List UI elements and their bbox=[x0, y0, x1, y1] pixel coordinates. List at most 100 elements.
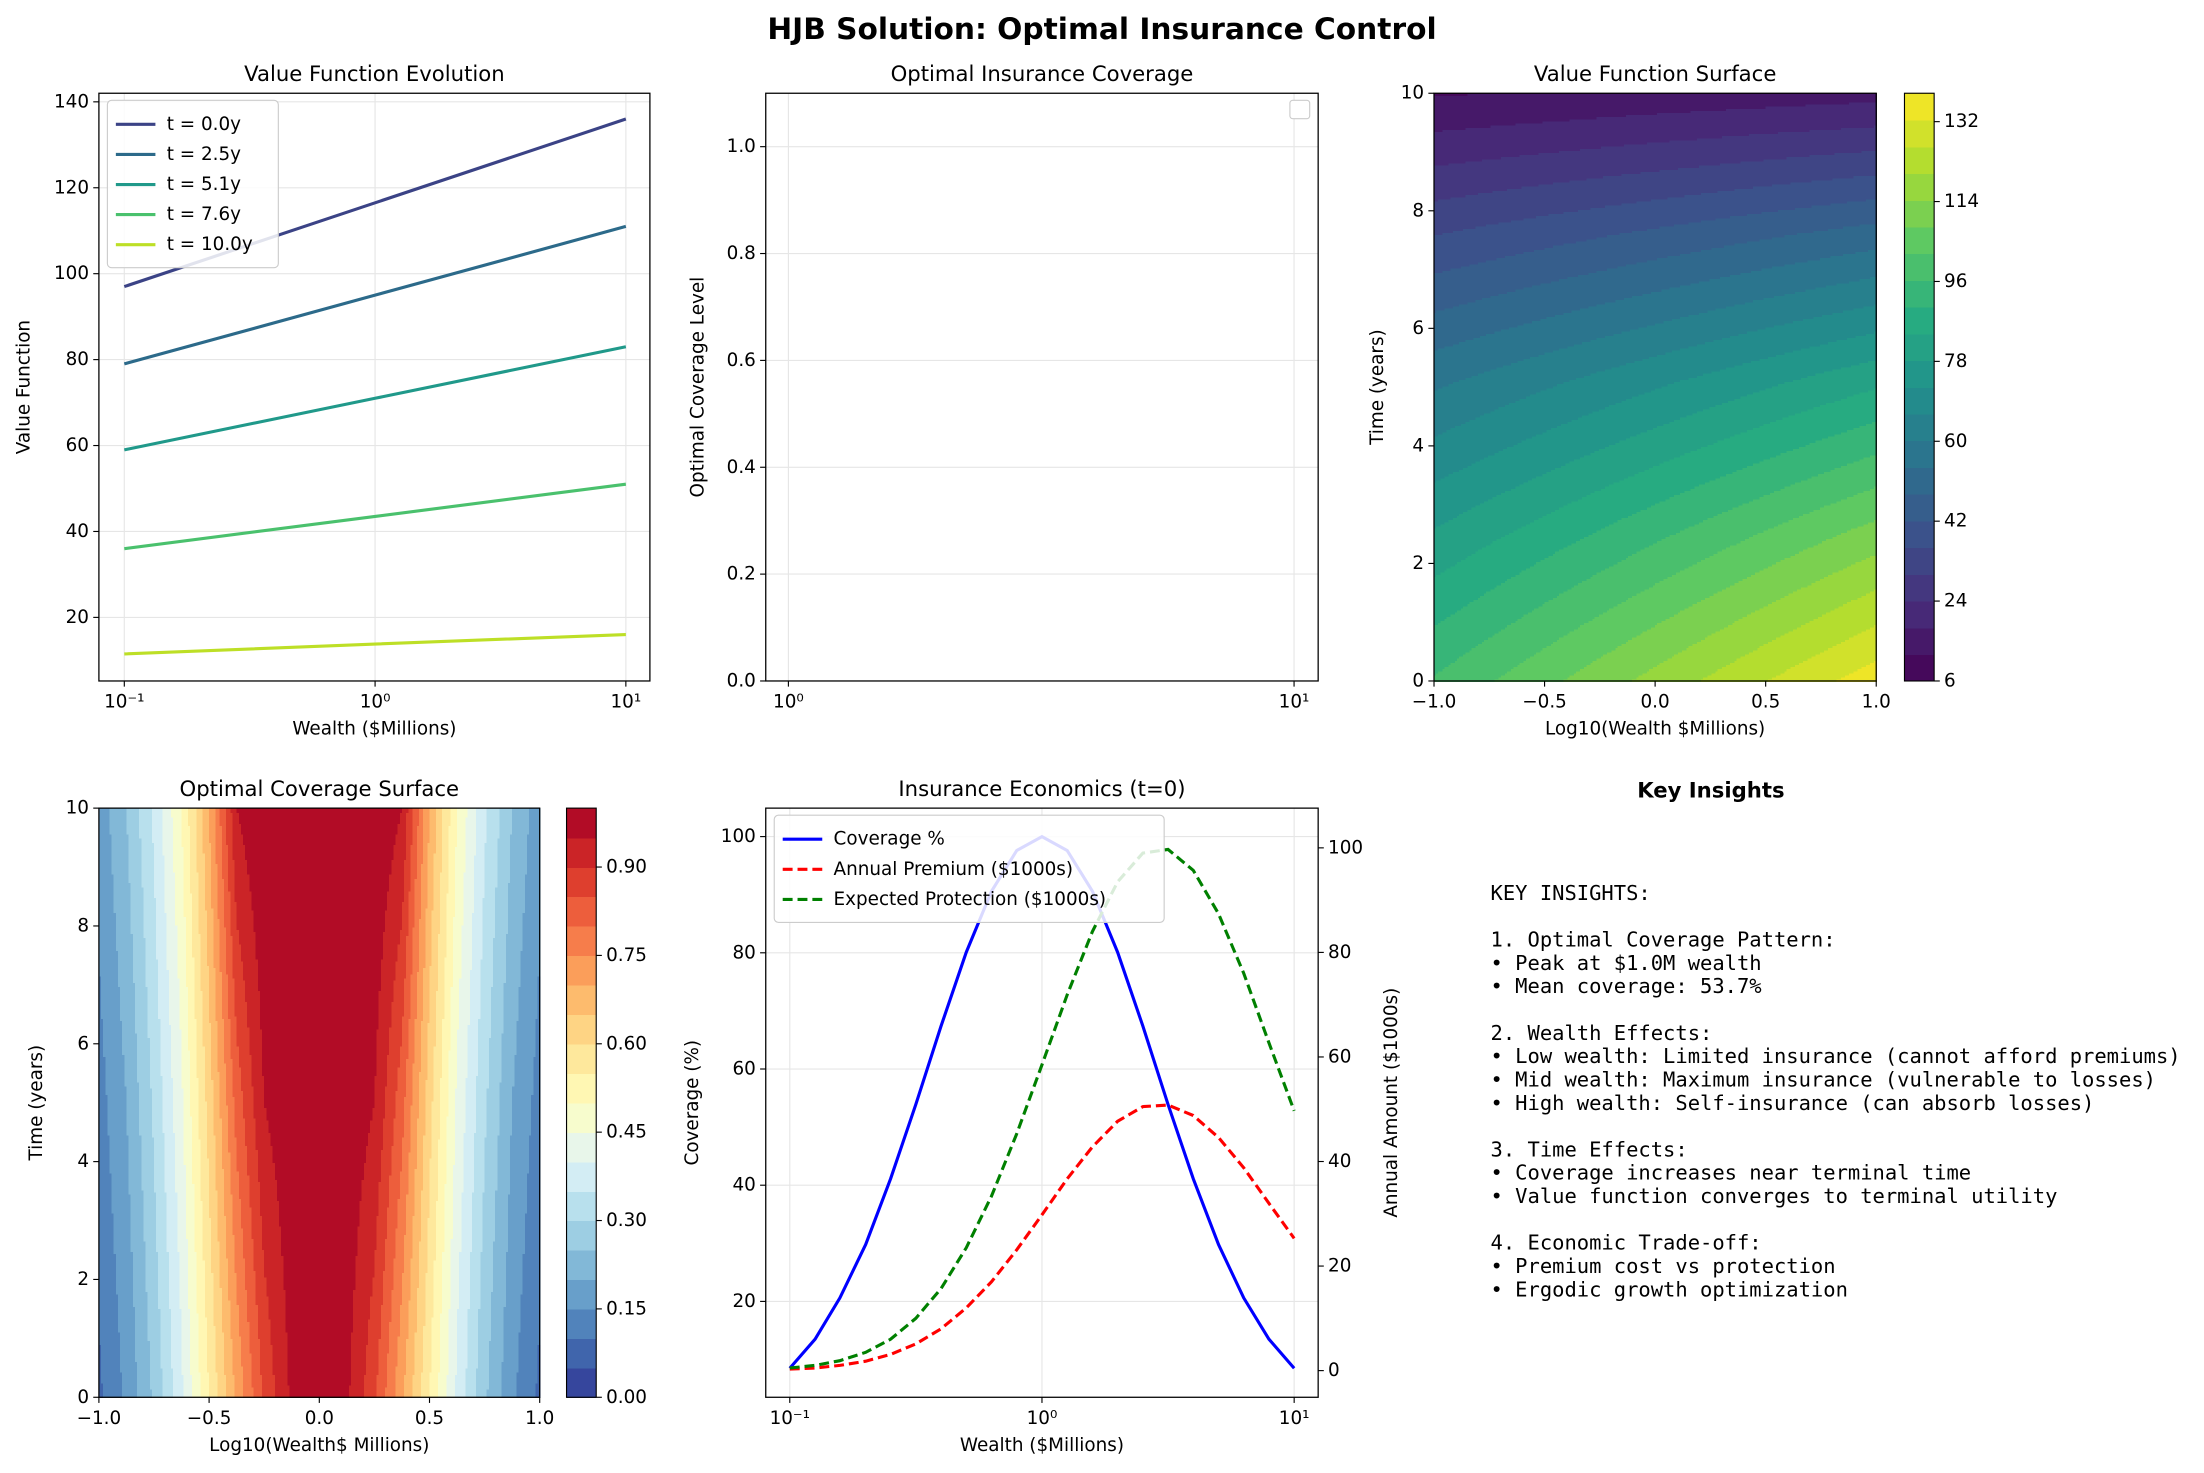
legend-label: t = 0.0y bbox=[167, 114, 241, 135]
contour-cell bbox=[1713, 515, 1767, 519]
contour-cell bbox=[1857, 492, 1878, 496]
contour-cell bbox=[1655, 601, 1698, 605]
contour-cell bbox=[1655, 590, 1719, 594]
contour-cell bbox=[1655, 412, 1694, 416]
contour-cell bbox=[1580, 624, 1656, 628]
contour-cell bbox=[1655, 429, 1748, 433]
contour-cell bbox=[1504, 490, 1546, 494]
contour-fill bbox=[1434, 93, 1878, 682]
contour-cell bbox=[1840, 531, 1878, 535]
contour-cell bbox=[1615, 441, 1656, 445]
contour-cell bbox=[1792, 448, 1878, 452]
x-tick-label: 10⁻¹ bbox=[104, 692, 144, 713]
contour-cell bbox=[1742, 615, 1767, 619]
contour-cell bbox=[1673, 494, 1765, 498]
contour-cell bbox=[1554, 508, 1642, 512]
colorbar-band bbox=[1904, 119, 1935, 148]
contour-cell bbox=[1448, 473, 1544, 477]
contour-cell bbox=[1521, 439, 1546, 443]
contour-cell bbox=[1496, 538, 1546, 542]
contour-cell bbox=[1767, 641, 1842, 645]
contour-cell bbox=[1715, 630, 1767, 634]
contour-cell bbox=[1655, 416, 1681, 420]
contour-cell bbox=[1740, 540, 1767, 544]
contour-cell bbox=[1434, 446, 1508, 450]
contour-cell bbox=[1646, 506, 1656, 510]
contour-cell bbox=[1807, 584, 1878, 588]
contour-cell bbox=[1434, 492, 1502, 496]
y-tick-label: 0.0 bbox=[727, 670, 756, 691]
contour-cell bbox=[1765, 561, 1777, 565]
colorbar-band bbox=[1904, 200, 1935, 228]
contour-cell bbox=[1504, 580, 1546, 584]
contour-cell bbox=[1765, 664, 1796, 668]
contour-cell bbox=[1542, 431, 1546, 435]
contour-cell bbox=[1544, 498, 1579, 502]
contour-cell bbox=[1703, 519, 1767, 523]
contour-cell bbox=[1479, 414, 1546, 418]
contour-cell bbox=[1463, 511, 1546, 514]
contour-cell bbox=[1544, 404, 1611, 408]
contour-cell bbox=[1765, 622, 1807, 626]
contour-cell bbox=[1675, 531, 1759, 535]
contour-cell bbox=[1730, 435, 1767, 439]
contour-cell bbox=[1859, 391, 1878, 395]
contour-cell bbox=[1819, 578, 1878, 582]
contour-cell bbox=[1590, 492, 1656, 496]
contour-cell bbox=[1753, 498, 1767, 502]
contour-cell bbox=[1765, 674, 1777, 678]
contour-cell bbox=[1696, 601, 1767, 605]
contour-cell bbox=[1523, 613, 1546, 617]
contour-cell bbox=[1459, 379, 1546, 383]
contour-cell bbox=[1847, 601, 1878, 605]
colorbar-tick-label: 24 bbox=[1944, 591, 1967, 612]
contour-cell bbox=[1459, 469, 1546, 473]
contour-cell bbox=[1434, 314, 1546, 318]
contour-cell bbox=[1765, 655, 1813, 659]
contour-cell bbox=[1465, 339, 1546, 343]
contour-cell bbox=[1705, 557, 1767, 561]
contour-cell bbox=[1807, 477, 1878, 481]
contour-cell bbox=[1434, 609, 1458, 613]
contour-cell bbox=[1465, 421, 1546, 424]
contour-cell bbox=[1869, 487, 1878, 491]
contour-cell bbox=[1463, 467, 1546, 471]
contour-cell bbox=[1655, 544, 1732, 548]
contour-cell bbox=[1434, 567, 1448, 571]
contour-cell bbox=[1488, 454, 1546, 458]
contour-cell bbox=[1544, 601, 1623, 605]
contour-cell bbox=[1580, 456, 1656, 460]
contour-cell bbox=[1813, 544, 1878, 548]
contour-cell bbox=[1713, 441, 1767, 445]
contour-cell bbox=[1546, 387, 1656, 391]
contour-cell bbox=[1663, 460, 1761, 464]
contour-cell bbox=[1809, 511, 1878, 514]
contour-cell bbox=[1703, 676, 1767, 680]
contour-cell bbox=[1655, 657, 1669, 661]
contour-cell bbox=[1719, 628, 1767, 632]
contour-cell bbox=[1840, 464, 1878, 468]
contour-cell bbox=[1544, 444, 1611, 447]
contour-cell bbox=[1584, 622, 1656, 626]
colorbar-band bbox=[1904, 467, 1935, 495]
contour-cell bbox=[1632, 636, 1656, 640]
contour-cell bbox=[1776, 599, 1853, 603]
contour-cell bbox=[1765, 515, 1800, 519]
contour-cell bbox=[1665, 536, 1750, 540]
contour-cell bbox=[1655, 529, 1681, 533]
contour-cell bbox=[1490, 368, 1546, 372]
contour-cell bbox=[1509, 531, 1546, 535]
contour-cell bbox=[1613, 521, 1656, 525]
contour-cell bbox=[1711, 632, 1767, 636]
contour-cell bbox=[1544, 582, 1579, 586]
contour-cell bbox=[1463, 605, 1540, 609]
contour-cell bbox=[1544, 657, 1598, 661]
contour-cell bbox=[1765, 636, 1777, 640]
contour-cell bbox=[1653, 666, 1656, 670]
x-tick-label: −1.0 bbox=[1412, 692, 1457, 713]
contour-cell bbox=[1494, 632, 1546, 636]
contour-cell bbox=[1703, 408, 1767, 412]
contour-cell bbox=[1467, 464, 1546, 468]
contour-cell bbox=[1434, 557, 1467, 561]
contour-cell bbox=[1544, 481, 1615, 485]
